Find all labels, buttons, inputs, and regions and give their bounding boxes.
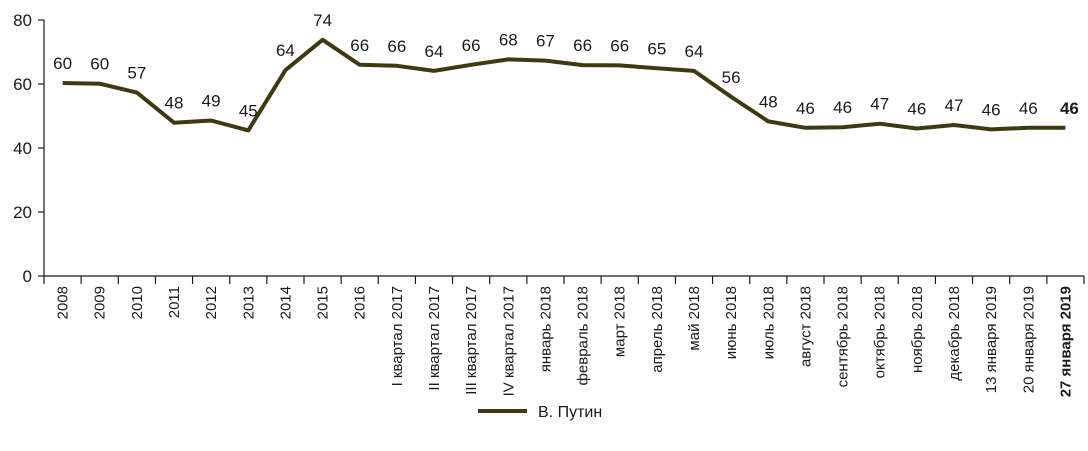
x-tick-label: 13 января 2019 [983, 286, 1000, 393]
x-tick-label: июнь 2018 [723, 286, 740, 359]
x-tick-label: май 2018 [686, 286, 703, 351]
data-label: 46 [907, 99, 926, 118]
data-label: 64 [685, 42, 704, 61]
x-tick-label: апрель 2018 [649, 286, 666, 373]
data-label: 64 [276, 41, 295, 60]
x-axis: 2008 2009 2010 2011 2012 2013 2014 2015 2016 I кв… [43, 275, 1085, 397]
data-label: 46 [982, 100, 1001, 119]
x-tick-label: март 2018 [612, 286, 629, 357]
data-label: 66 [462, 36, 481, 55]
x-tick-label: январь 2018 [537, 286, 554, 372]
data-label: 48 [759, 92, 778, 111]
data-label: 49 [202, 91, 221, 110]
data-label: 57 [127, 64, 146, 83]
data-label: 45 [239, 101, 258, 120]
x-tick-label: 2013 [240, 286, 257, 319]
x-tick-label: 2008 [55, 286, 72, 319]
data-label: 66 [387, 37, 406, 56]
x-tick-label: IV квартал 2017 [500, 286, 517, 396]
legend: В. Путин [478, 404, 602, 421]
data-label: 56 [722, 68, 741, 87]
x-tick-label: ноябрь 2018 [909, 286, 926, 373]
x-tick-label: август 2018 [797, 286, 814, 367]
data-label: 66 [573, 36, 592, 55]
data-label: 47 [945, 96, 964, 115]
data-label: 67 [536, 32, 555, 51]
data-label: 66 [350, 36, 369, 55]
data-label: 68 [499, 30, 518, 49]
series-line-putin [62, 37, 1066, 133]
data-label: 60 [53, 54, 72, 73]
data-label: 46 [1019, 99, 1038, 118]
y-axis: 0 20 40 60 80 [13, 11, 45, 286]
x-tick-label: II квартал 2017 [426, 286, 443, 391]
data-label: 48 [165, 94, 184, 113]
x-tick-label: 2010 [129, 286, 146, 319]
y-tick-label: 20 [13, 203, 32, 222]
data-label: 46 [1060, 99, 1079, 118]
x-tick-label: 2011 [166, 286, 183, 318]
y-tick-label: 40 [13, 139, 32, 158]
data-label: 46 [796, 99, 815, 118]
x-tick-label: III квартал 2017 [463, 286, 480, 395]
data-label: 66 [610, 36, 629, 55]
data-label: 65 [647, 39, 666, 58]
x-tick-label: 2015 [315, 286, 332, 319]
x-tick-label: 20 января 2019 [1020, 286, 1037, 393]
data-labels: 60 60 57 48 49 45 64 74 66 66 64 66 68 67 66 66 65 64 56 48… [53, 11, 1079, 121]
y-tick-label: 0 [23, 267, 32, 286]
series-lines [62, 37, 1066, 133]
x-tick-label: 2014 [277, 286, 294, 319]
data-label: 47 [870, 95, 889, 114]
data-label: 74 [313, 11, 332, 30]
x-tick-label: 27 января 2019 [1057, 286, 1074, 397]
x-tick-label: октябрь 2018 [872, 286, 889, 378]
x-tick-label: 2012 [203, 286, 220, 319]
x-tick-label: 2016 [352, 286, 369, 319]
data-label: 64 [425, 42, 444, 61]
y-tick-label: 80 [13, 11, 32, 30]
x-tick-label: февраль 2018 [575, 286, 592, 385]
x-tick-label: июль 2018 [760, 286, 777, 359]
x-tick-label: декабрь 2018 [946, 286, 963, 381]
x-tick-label: 2009 [92, 286, 109, 319]
x-tick-label: сентябрь 2018 [835, 286, 852, 387]
x-tick-label: I квартал 2017 [389, 286, 406, 386]
data-label: 46 [833, 98, 852, 117]
data-label: 60 [90, 55, 109, 74]
y-tick-label: 60 [13, 75, 32, 94]
legend-label-putin: В. Путин [538, 404, 602, 421]
